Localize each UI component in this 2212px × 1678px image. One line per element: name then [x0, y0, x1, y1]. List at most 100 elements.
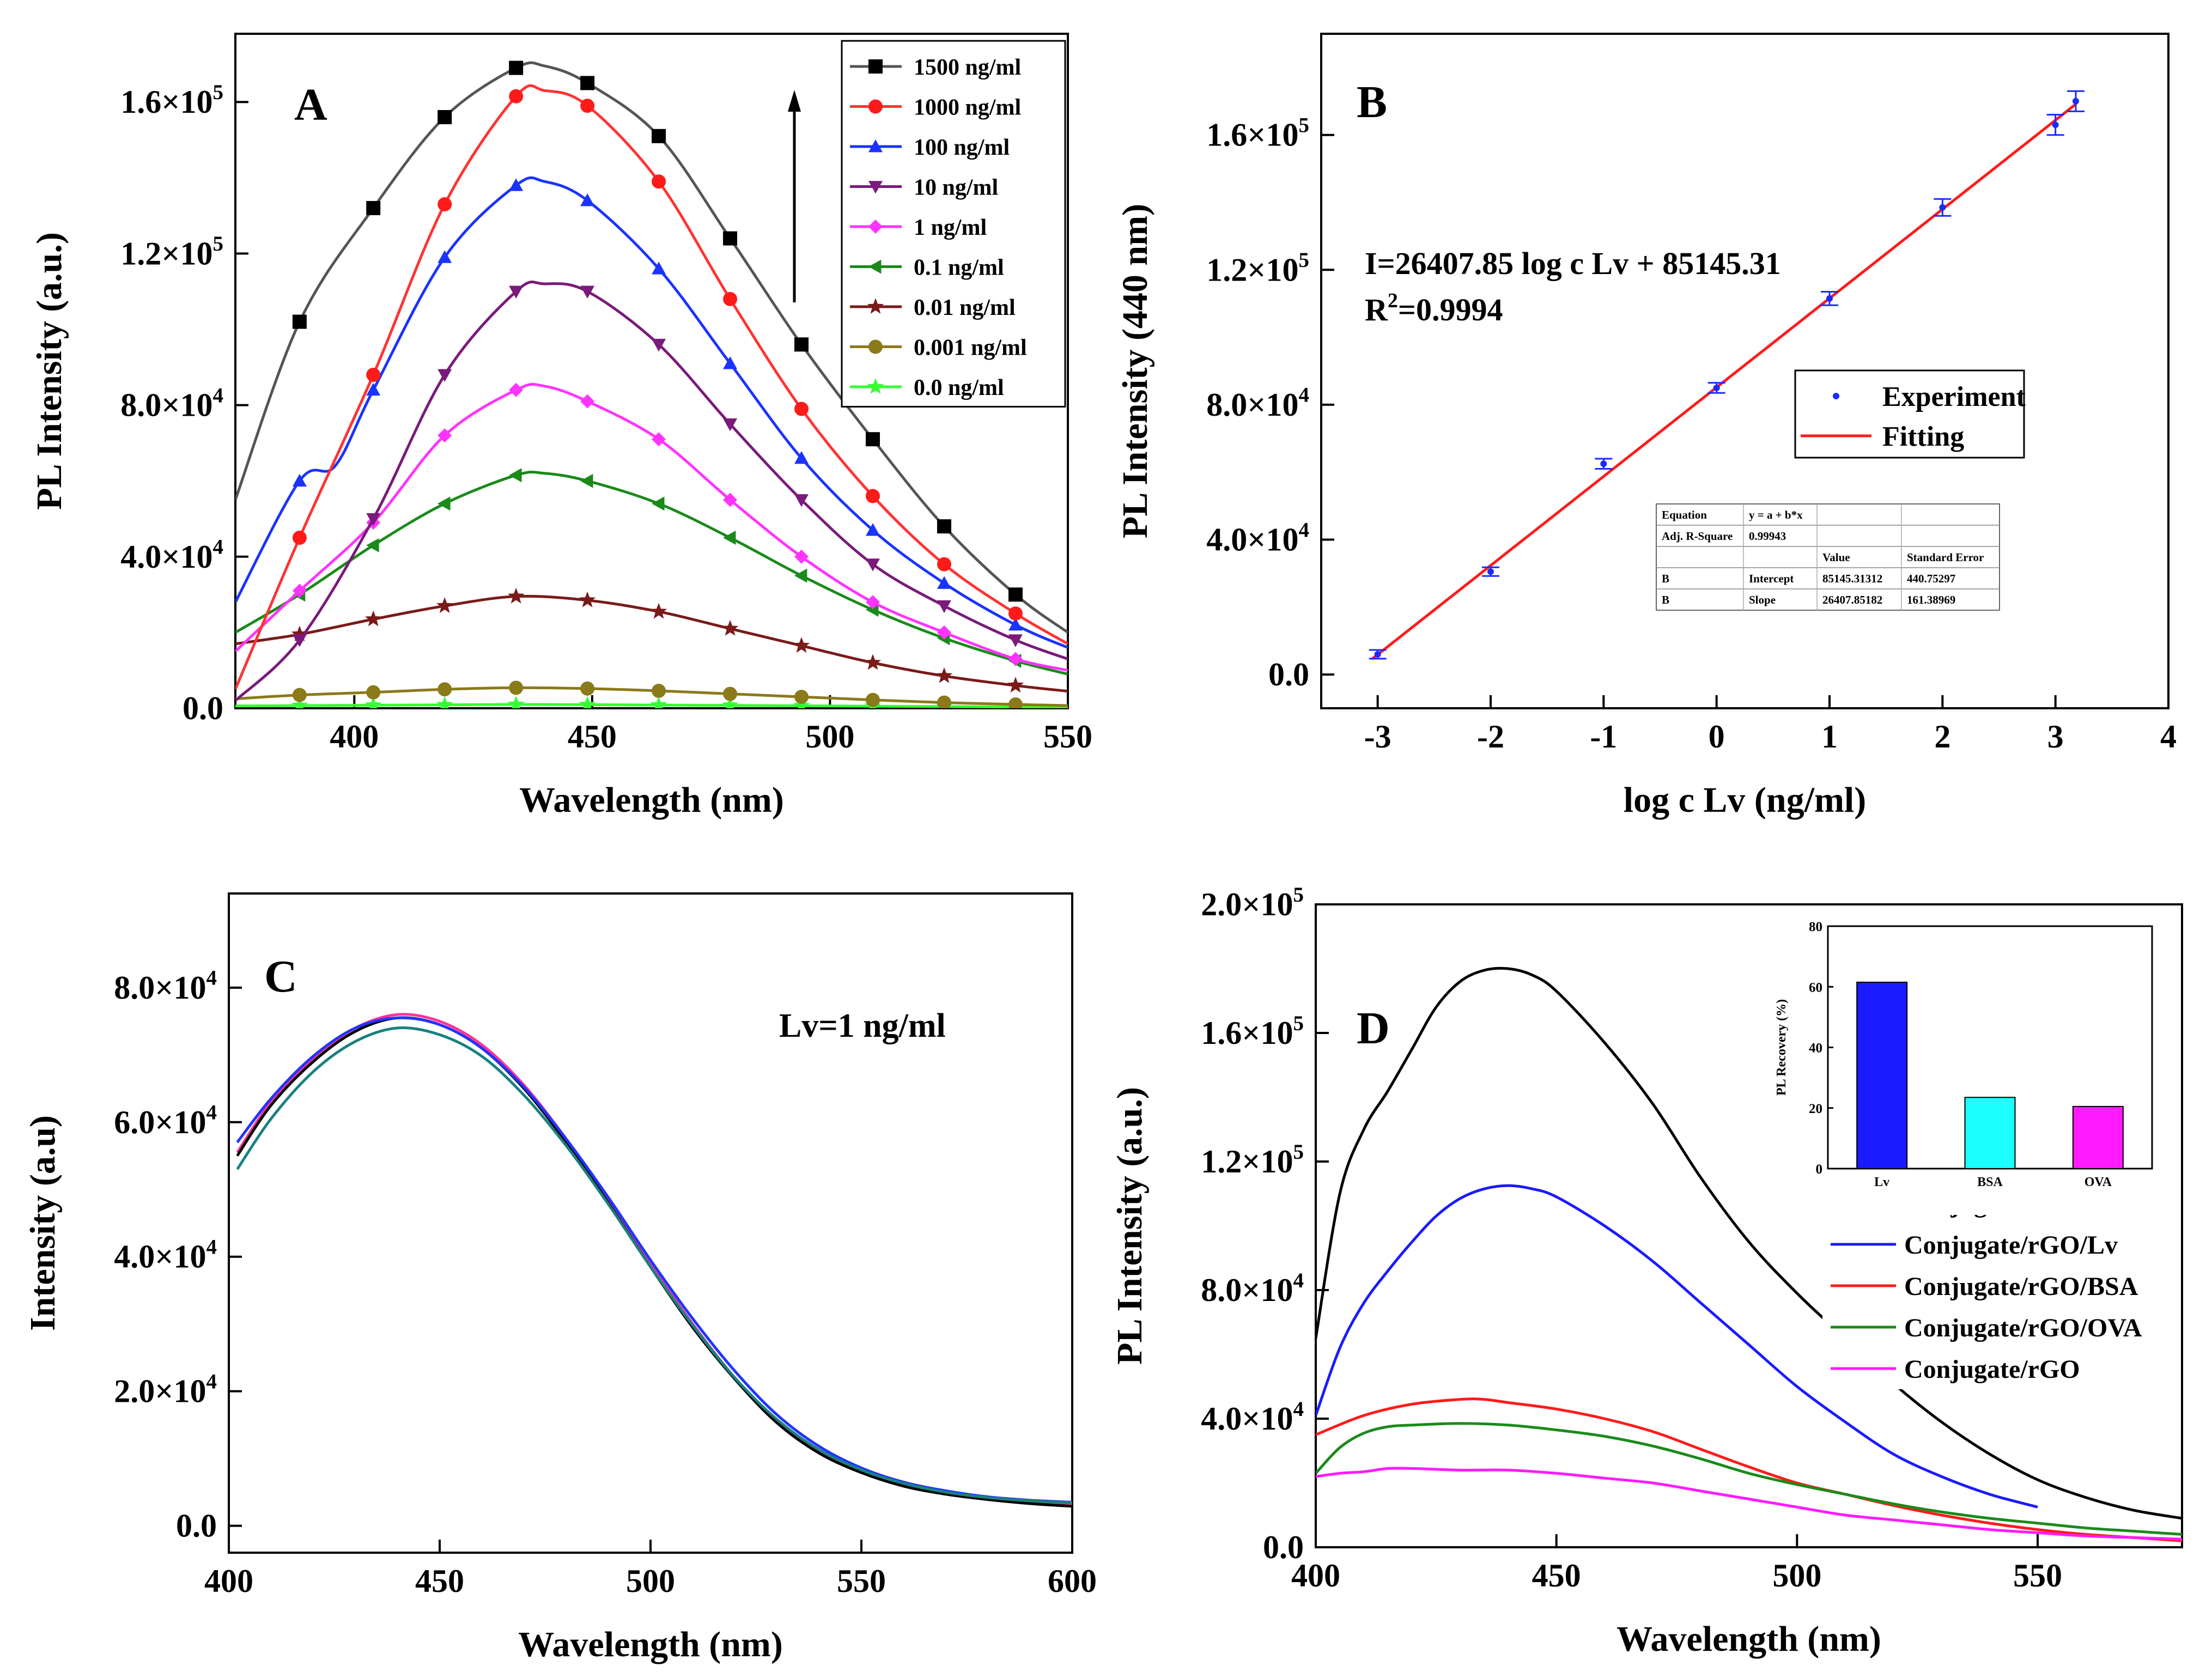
plot-area — [236, 1013, 1072, 1508]
legend: ConjugateConjugate/rGO/LvConjugate/rGO/B… — [1822, 1182, 2177, 1389]
data-point — [437, 250, 452, 263]
data-point — [291, 625, 308, 642]
x-tick-label: -2 — [1477, 719, 1504, 755]
data-point — [292, 531, 307, 545]
data-point — [1007, 677, 1024, 693]
data-point — [509, 60, 524, 75]
plot-frame — [1315, 903, 2183, 1548]
inset-y-tick-label: 60 — [1809, 980, 1822, 995]
data-point — [509, 468, 522, 483]
table-cell: 161.38969 — [1907, 593, 1955, 606]
data-point — [866, 523, 880, 536]
x-tick-label: 400 — [1291, 1558, 1340, 1594]
data-point — [1939, 204, 1946, 211]
y-tick-label-exponent: 5 — [1293, 883, 1304, 907]
series-line — [1316, 1397, 2182, 1542]
plot-frame — [1320, 33, 2170, 709]
y-tick-label-exponent: 4 — [213, 536, 224, 559]
inset-bar — [1856, 981, 1908, 1169]
legend-label: 0.01 ng/ml — [914, 295, 1016, 320]
r-squared-exponent: 2 — [1388, 289, 1398, 312]
y-tick-label-mantissa: 4.0×10 — [120, 539, 212, 575]
data-point — [366, 513, 381, 526]
data-point — [650, 603, 667, 619]
panel-label: A — [294, 80, 327, 130]
y-tick-label-exponent: 4 — [206, 1101, 217, 1124]
data-point — [866, 558, 880, 572]
x-tick-label: 550 — [2013, 1558, 2062, 1594]
data-point — [1826, 295, 1833, 302]
data-point — [652, 684, 666, 698]
table-cell: Slope — [1749, 593, 1776, 606]
y-tick-label-mantissa: 8.0×10 — [1206, 387, 1298, 423]
data-point — [580, 394, 595, 409]
data-point — [366, 382, 381, 396]
data-point — [437, 369, 452, 382]
legend-label: 1000 ng/ml — [914, 95, 1021, 120]
plot-frame — [228, 892, 1073, 1554]
inset-category-label: BSA — [1977, 1175, 2003, 1189]
y-tick-label: 1.6×105 — [120, 81, 223, 120]
data-point — [1600, 460, 1607, 467]
x-tick-label: 400 — [204, 1563, 253, 1599]
legend-label: 0.001 ng/ml — [914, 336, 1027, 361]
data-point — [1008, 606, 1023, 621]
panel-C: 400 450 500 550 6000.02.0×1044.0×1046.0×1048… — [23, 892, 1097, 1664]
data-point — [366, 367, 381, 382]
x-tick-label: -3 — [1364, 719, 1391, 755]
data-point — [437, 110, 452, 125]
data-point — [1008, 587, 1023, 602]
series-line — [235, 84, 1068, 690]
data-point — [794, 494, 809, 507]
y-tick-label: 1.6×105 — [1201, 1012, 1304, 1051]
data-point — [794, 690, 809, 704]
data-point — [292, 314, 307, 329]
inset-bar — [1964, 1097, 2016, 1169]
y-tick-label-mantissa: 1.2×10 — [1201, 1144, 1293, 1180]
legend: 1500 ng/ml 1000 ng/ml 100 ng/ml 10 ng/ml 1 n… — [841, 40, 1066, 408]
data-point — [723, 418, 738, 431]
legend-label: 100 ng/ml — [914, 135, 1010, 160]
data-point — [580, 99, 595, 113]
table-frame — [1656, 503, 2000, 611]
data-point — [652, 496, 665, 511]
series-line — [235, 470, 1068, 676]
data-point — [509, 680, 524, 695]
legend-label-fitting: Fitting — [1882, 421, 1964, 452]
plot-frame — [234, 33, 1069, 709]
y-tick-label: 8.0×104 — [1201, 1269, 1304, 1308]
inset-bar — [2072, 1105, 2124, 1169]
y-tick-label-exponent: 4 — [1293, 1397, 1304, 1421]
series-line — [235, 61, 1068, 634]
y-tick-label-exponent: 5 — [1293, 1140, 1304, 1164]
y-tick-label-mantissa: 0.0 — [1268, 656, 1309, 692]
y-tick-label-exponent: 4 — [206, 1236, 217, 1259]
table-cell: Adj. R-Square — [1662, 530, 1733, 543]
data-point — [509, 178, 524, 191]
data-point — [937, 625, 951, 640]
table-cell: Intercept — [1749, 572, 1794, 585]
y-tick-label: 4.0×104 — [120, 536, 223, 575]
x-axis-label: Wavelength (nm) — [518, 1625, 783, 1664]
y-tick-label: 8.0×104 — [1206, 384, 1309, 423]
y-tick-label: 4.0×104 — [1206, 518, 1309, 557]
series-line — [236, 1013, 1072, 1507]
panel-label: B — [1357, 77, 1387, 127]
y-tick-label: 0.0 — [183, 690, 223, 726]
legend-marker — [868, 220, 883, 234]
x-tick-label: 0 — [1709, 719, 1725, 755]
table-cell: Standard Error — [1907, 551, 1984, 564]
legend-marker — [868, 59, 883, 74]
data-point — [1008, 617, 1023, 631]
x-tick-label: 600 — [1048, 1563, 1097, 1599]
series-line — [1316, 1184, 2038, 1509]
y-axis-label: Intensity (a.u) — [23, 1115, 63, 1331]
data-point — [723, 231, 738, 246]
y-tick-label-exponent: 4 — [206, 966, 217, 990]
y-tick-label: 2.0×104 — [114, 1370, 217, 1409]
data-point — [652, 129, 666, 143]
data-point — [652, 174, 666, 189]
y-tick-label-mantissa: 2.0×10 — [114, 1373, 206, 1409]
